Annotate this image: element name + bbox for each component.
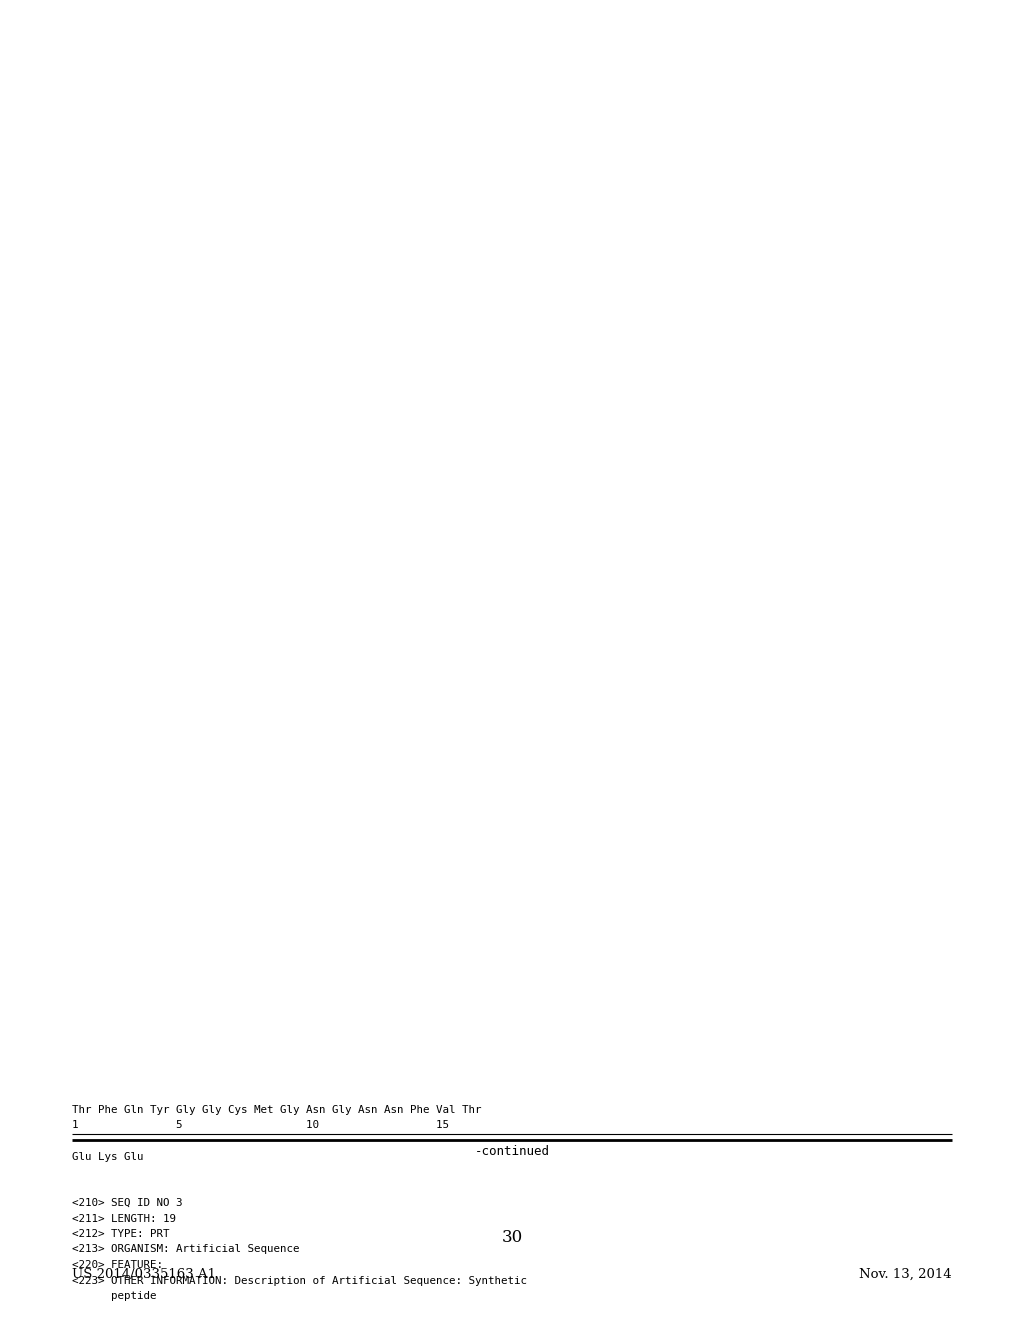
Text: Glu Lys Glu: Glu Lys Glu (72, 1151, 143, 1162)
Text: <220> FEATURE:: <220> FEATURE: (72, 1261, 163, 1270)
Text: 30: 30 (502, 1229, 522, 1246)
Text: Thr Phe Gln Tyr Gly Gly Cys Met Gly Asn Gly Asn Asn Phe Val Thr: Thr Phe Gln Tyr Gly Gly Cys Met Gly Asn … (72, 1105, 481, 1115)
Text: -continued: -continued (474, 1144, 550, 1158)
Text: <212> TYPE: PRT: <212> TYPE: PRT (72, 1229, 170, 1239)
Text: Nov. 13, 2014: Nov. 13, 2014 (859, 1269, 952, 1280)
Text: <223> OTHER INFORMATION: Description of Artificial Sequence: Synthetic: <223> OTHER INFORMATION: Description of … (72, 1275, 527, 1286)
Text: US 2014/0335163 A1: US 2014/0335163 A1 (72, 1269, 216, 1280)
Text: <211> LENGTH: 19: <211> LENGTH: 19 (72, 1213, 176, 1224)
Text: <210> SEQ ID NO 3: <210> SEQ ID NO 3 (72, 1199, 182, 1208)
Text: peptide: peptide (72, 1291, 157, 1302)
Text: 1               5                   10                  15: 1 5 10 15 (72, 1121, 449, 1130)
Text: <213> ORGANISM: Artificial Sequence: <213> ORGANISM: Artificial Sequence (72, 1245, 299, 1254)
